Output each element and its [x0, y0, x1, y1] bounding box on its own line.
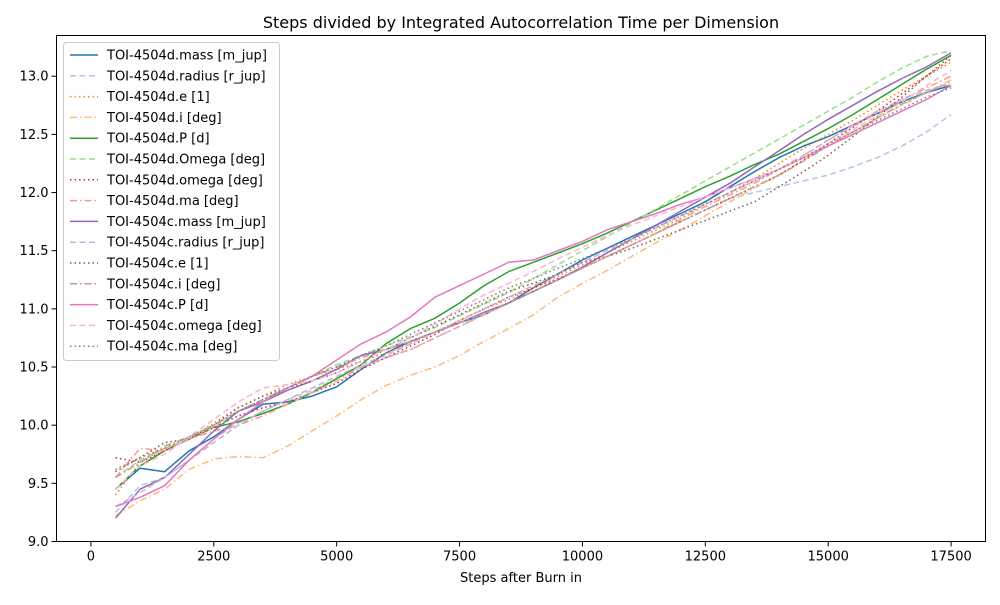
legend: TOI-4504d.mass [m_jup] TOI-4504d.radius [… — [63, 42, 280, 361]
axes-frame — [56, 35, 986, 542]
y-axis: 9.0 9.5 10.0 10.5 11.0 11.5 12.0 12.5 13.0 — [20, 70, 57, 550]
y-tick-label: 9.0 — [28, 535, 49, 550]
y-tick-label: 10.5 — [20, 361, 49, 376]
y-tick-label: 11.5 — [20, 244, 49, 259]
y-tick-label: 12.5 — [20, 128, 49, 143]
series-line — [115, 54, 952, 473]
legend-label: TOI-4504d.ma [deg] — [106, 194, 239, 209]
series-line — [115, 83, 952, 508]
series-line — [114, 52, 952, 519]
legend-label: TOI-4504c.omega [deg] — [106, 319, 262, 334]
y-tick-label: 10.0 — [20, 419, 49, 434]
x-tick-label: 15000 — [808, 550, 849, 565]
y-tick-label: 11.0 — [20, 302, 49, 317]
x-tick-label: 17500 — [930, 550, 971, 565]
chart-title: Steps divided by Integrated Autocorrelat… — [263, 13, 779, 32]
legend-label: TOI-4504c.ma [deg] — [106, 340, 237, 355]
plot-area — [56, 35, 986, 542]
legend-label: TOI-4504c.e [1] — [106, 257, 209, 272]
series-line — [115, 49, 952, 479]
legend-label: TOI-4504c.radius [r_jup] — [106, 236, 264, 251]
x-tick-label: 2500 — [197, 550, 230, 565]
x-tick-label: 12500 — [685, 550, 726, 565]
legend-label: TOI-4504d.mass [m_jup] — [106, 49, 267, 64]
legend-label: TOI-4504d.P [d] — [106, 132, 210, 147]
x-tick-label: 0 — [87, 550, 95, 565]
y-tick-label: 12.0 — [20, 186, 49, 201]
legend-label: TOI-4504d.Omega [deg] — [106, 153, 265, 168]
x-tick-label: 7500 — [443, 550, 476, 565]
series-line — [115, 58, 952, 464]
legend-items: TOI-4504d.mass [m_jup] TOI-4504d.radius [… — [70, 49, 267, 355]
y-tick-label: 13.0 — [20, 70, 49, 85]
series-line — [115, 79, 952, 517]
legend-frame — [63, 42, 280, 361]
x-axis: 0 2500 5000 7500 10000 12500 15000 17500 — [87, 541, 972, 565]
series-line — [115, 87, 952, 471]
y-tick-label: 9.5 — [28, 477, 49, 492]
legend-label: TOI-4504d.omega [deg] — [106, 173, 263, 188]
x-axis-label: Steps after Burn in — [460, 571, 582, 586]
series-layer — [114, 49, 952, 519]
legend-label: TOI-4504c.P [d] — [106, 298, 208, 313]
legend-label: TOI-4504d.i [deg] — [106, 111, 222, 126]
legend-label: TOI-4504c.mass [m_jup] — [106, 215, 266, 230]
legend-label: TOI-4504d.radius [r_jup] — [106, 69, 266, 84]
legend-label: TOI-4504c.i [deg] — [106, 277, 220, 292]
legend-label: TOI-4504d.e [1] — [106, 90, 210, 105]
x-tick-label: 5000 — [320, 550, 353, 565]
x-tick-label: 10000 — [562, 550, 603, 565]
